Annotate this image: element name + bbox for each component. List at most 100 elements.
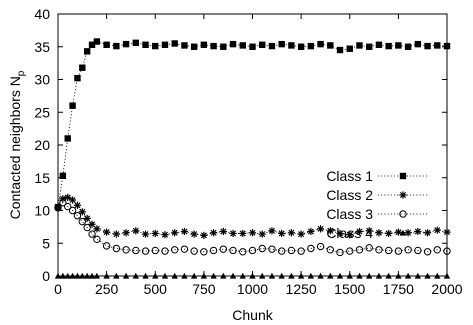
data-point (69, 102, 76, 109)
data-point (171, 40, 178, 47)
legend-label: Class 3 (326, 206, 373, 222)
data-point (268, 42, 276, 50)
data-point (239, 229, 247, 238)
data-point (229, 246, 237, 255)
data-point (317, 40, 324, 48)
series-line (57, 196, 448, 236)
data-point (278, 40, 285, 48)
data-point (404, 43, 412, 50)
data-point (112, 230, 120, 238)
y-tick-label: 10 (34, 203, 50, 219)
data-point (78, 217, 87, 226)
data-point (365, 244, 373, 252)
data-point (404, 246, 412, 254)
data-point (346, 247, 354, 255)
y-tick-label: 25 (34, 104, 50, 120)
x-tick-label: 750 (192, 281, 216, 297)
data-point (268, 245, 276, 253)
data-point (190, 230, 198, 238)
data-point (287, 229, 295, 237)
legend-marker (399, 172, 407, 180)
y-tick-label: 30 (34, 72, 50, 88)
legend-marker (399, 210, 407, 218)
data-point (316, 225, 325, 233)
data-point (414, 227, 422, 236)
data-point (385, 42, 392, 50)
data-point (210, 42, 217, 50)
data-point (180, 245, 189, 253)
data-point (248, 229, 257, 237)
data-point (414, 40, 422, 48)
data-point (88, 41, 96, 48)
series-layer (54, 38, 451, 279)
data-point (64, 202, 72, 211)
data-point (59, 172, 67, 179)
data-point (346, 231, 354, 239)
data-point (278, 229, 286, 238)
data-point (64, 135, 71, 142)
data-point (346, 45, 353, 52)
data-point (336, 229, 344, 238)
data-point (288, 42, 295, 49)
data-point (219, 245, 228, 253)
data-point (171, 246, 179, 254)
x-tick-label: 0 (54, 281, 62, 297)
data-point (83, 214, 91, 222)
data-point (190, 43, 198, 50)
y-axis-label: Contacted neighbors Np (7, 70, 27, 219)
data-point (152, 42, 159, 50)
y-tick-label: 20 (34, 137, 50, 153)
data-point (79, 64, 86, 71)
data-point (200, 231, 208, 239)
x-tick-label: 2000 (431, 281, 462, 297)
data-point (68, 196, 77, 204)
series-3 (54, 198, 451, 257)
x-axis-label: Chunk (232, 307, 273, 323)
data-point (210, 229, 218, 237)
data-point (190, 247, 198, 255)
data-point (200, 248, 208, 256)
data-point (385, 229, 393, 238)
data-point (102, 242, 111, 250)
data-point (171, 229, 179, 237)
y-tick-label: 35 (34, 39, 50, 55)
data-point (220, 43, 227, 50)
data-point (73, 201, 82, 209)
data-point (93, 225, 101, 233)
data-point (287, 246, 296, 255)
data-point (68, 206, 77, 215)
y-tick-label: 15 (34, 170, 50, 186)
data-point (297, 230, 305, 238)
y-axis-label-main: Contacted neighbors N (7, 76, 23, 219)
data-point (73, 212, 82, 220)
data-point (355, 246, 364, 254)
data-point (327, 42, 334, 49)
data-point (122, 40, 130, 48)
data-point (93, 38, 101, 45)
data-point (433, 226, 441, 234)
data-point (113, 42, 120, 50)
data-point (277, 247, 286, 255)
data-point (142, 41, 149, 48)
data-point (355, 227, 364, 236)
y-tick-label: 40 (34, 6, 50, 22)
data-point (375, 246, 383, 254)
data-point (122, 246, 130, 254)
data-point (424, 42, 431, 50)
data-point (307, 227, 315, 236)
data-point (151, 229, 159, 238)
data-point (366, 43, 373, 50)
data-point (307, 244, 315, 253)
data-point (181, 42, 188, 49)
y-tick-label: 0 (42, 268, 50, 284)
series-2 (54, 193, 451, 239)
data-point (336, 248, 344, 257)
data-point (141, 230, 150, 238)
data-point (132, 39, 139, 47)
data-point (151, 246, 159, 255)
data-point (74, 74, 81, 82)
data-point (258, 244, 266, 253)
x-tick-label: 1500 (334, 281, 365, 297)
data-point (209, 246, 218, 255)
data-point (103, 228, 111, 236)
